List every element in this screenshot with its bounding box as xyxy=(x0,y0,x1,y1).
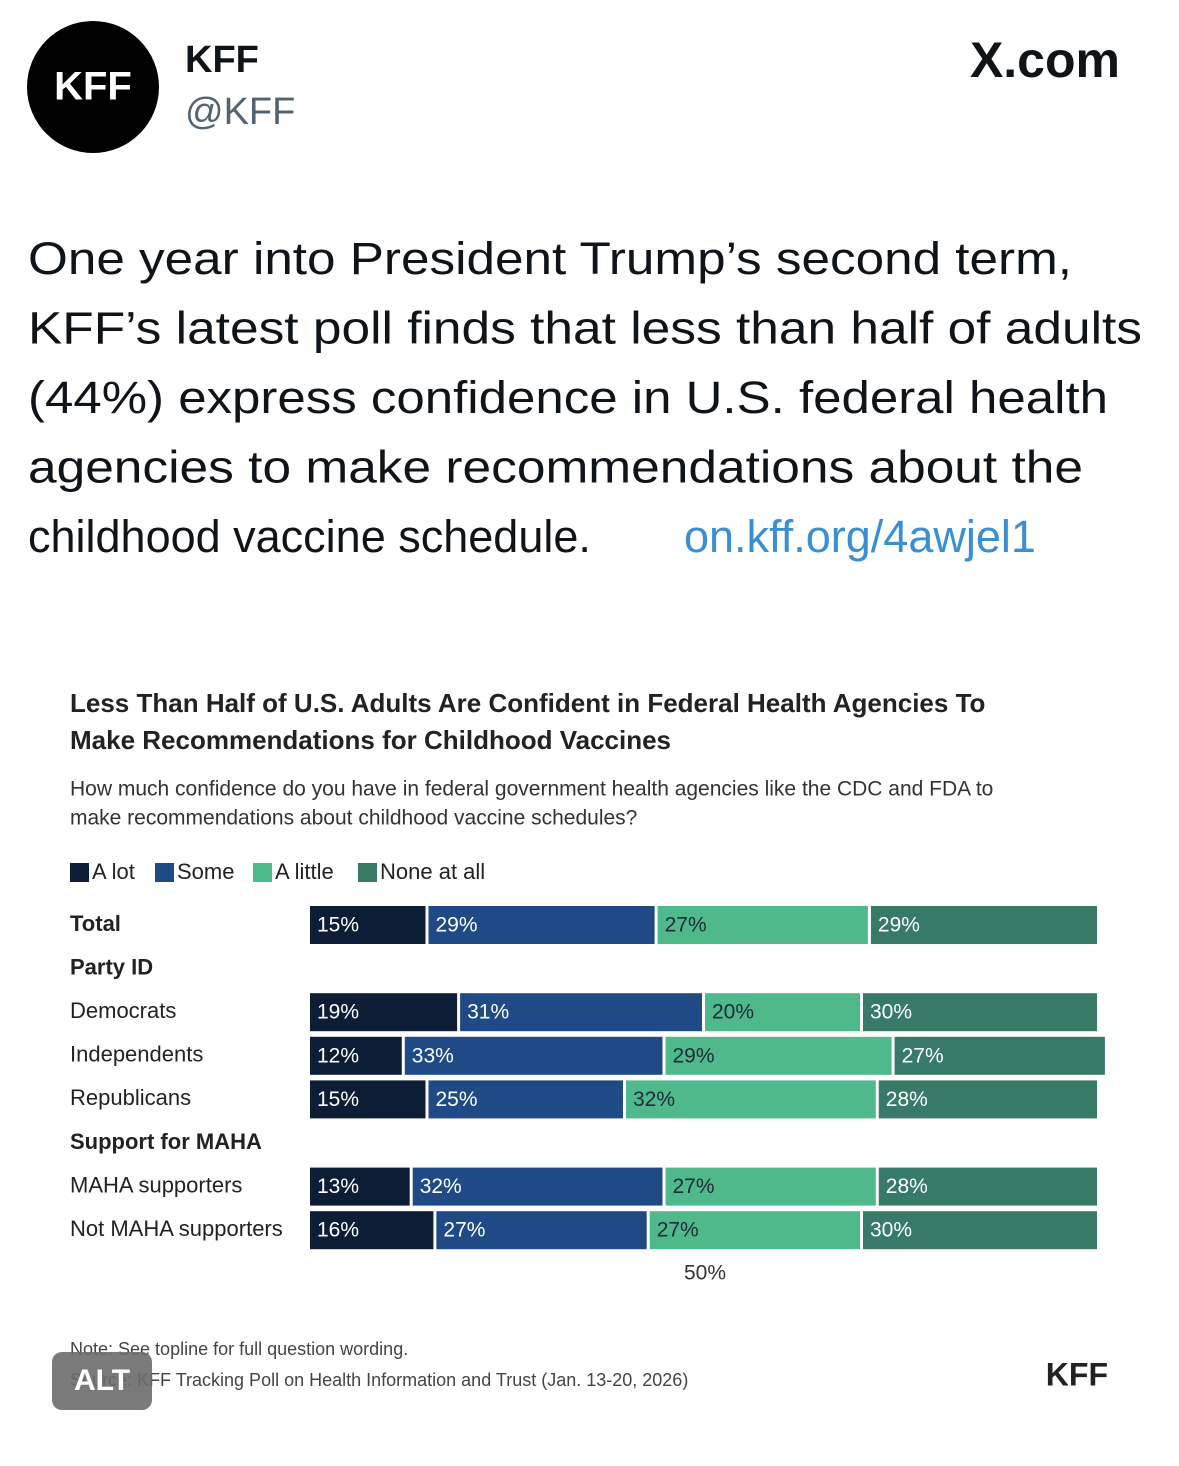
bar-value-label: 28% xyxy=(886,1175,928,1198)
bar-segment xyxy=(404,1036,663,1075)
bar-segment xyxy=(870,906,1097,944)
bar-value-label: 16% xyxy=(317,1219,359,1242)
chart-source: Source: KFF Tracking Poll on Health Info… xyxy=(70,1370,688,1390)
bar-segment xyxy=(705,993,860,1032)
bar-segment xyxy=(310,1036,402,1075)
bar-value-label: 32% xyxy=(420,1175,462,1198)
chart-title: Make Recommendations for Childhood Vacci… xyxy=(70,725,671,755)
bar-segment xyxy=(428,906,655,944)
chart-subtitle: make recommendations about childhood vac… xyxy=(70,807,637,830)
bar-value-label: 30% xyxy=(870,1219,912,1242)
bar-value-label: 27% xyxy=(443,1219,485,1242)
bar-segment xyxy=(665,1036,892,1075)
alt-badge-text: ALT xyxy=(74,1364,130,1397)
bar-value-label: 29% xyxy=(878,914,920,937)
x-tick-label: 50% xyxy=(684,1262,726,1285)
bar-segment xyxy=(665,1167,876,1206)
tweet-text: One year into President Trump’s second t… xyxy=(28,233,1142,562)
bar-value-label: 25% xyxy=(436,1088,478,1111)
bar-segment xyxy=(310,1080,426,1119)
legend-label: None at all xyxy=(380,859,485,884)
legend-swatch xyxy=(70,863,89,882)
tweet-line: agencies to make recommendations about t… xyxy=(28,441,1083,492)
avatar[interactable] xyxy=(27,21,159,153)
bar-segment xyxy=(310,906,426,944)
chart: Less Than Half of U.S. Adults Are Confid… xyxy=(70,688,1108,1392)
legend-label: A lot xyxy=(92,859,135,884)
bar-segment xyxy=(863,993,1097,1032)
legend-swatch xyxy=(253,863,272,882)
tweet-line: KFF’s latest poll finds that less than h… xyxy=(28,302,1142,353)
chart-note: Note: See topline for full question word… xyxy=(70,1339,408,1359)
bar-value-label: 27% xyxy=(657,1219,699,1242)
bar-segment xyxy=(310,1167,410,1206)
row-label: Democrats xyxy=(70,998,176,1023)
bar-value-label: 30% xyxy=(870,1001,912,1024)
bar-value-label: 32% xyxy=(633,1088,675,1111)
row-label: Not MAHA supporters xyxy=(70,1216,283,1241)
row-label: Republicans xyxy=(70,1085,191,1110)
bar-value-label: 19% xyxy=(317,1001,359,1024)
bar-value-label: 15% xyxy=(317,914,359,937)
bar-segment xyxy=(878,1080,1097,1119)
tweet-line: (44%) express confidence in U.S. federal… xyxy=(28,372,1108,423)
chart-subtitle: How much confidence do you have in feder… xyxy=(70,778,993,801)
bar-segment xyxy=(649,1211,860,1250)
chart-logo: KFF xyxy=(1046,1356,1108,1392)
bar-segment xyxy=(460,993,702,1032)
bar-segment xyxy=(626,1080,876,1119)
bar-segment xyxy=(657,906,868,944)
legend-label: Some xyxy=(177,859,234,884)
legend-swatch xyxy=(155,863,174,882)
bar-value-label: 27% xyxy=(902,1044,944,1067)
row-label: Support for MAHA xyxy=(70,1129,262,1154)
tweet-link[interactable]: on.kff.org/4awjel1 xyxy=(684,511,1036,562)
bar-segment xyxy=(310,993,458,1032)
bar-segment xyxy=(863,1211,1097,1250)
row-label: Independents xyxy=(70,1042,203,1067)
alt-badge[interactable] xyxy=(52,1352,152,1410)
bar-segment xyxy=(436,1211,647,1250)
bar-value-label: 28% xyxy=(886,1088,928,1111)
row-label: Party ID xyxy=(70,954,153,979)
bar-value-label: 15% xyxy=(317,1088,359,1111)
bar-segment xyxy=(310,1211,434,1250)
site-label: X.com xyxy=(970,32,1120,88)
bar-value-label: 27% xyxy=(673,1175,715,1198)
bar-value-label: 13% xyxy=(317,1175,359,1198)
author-name[interactable]: KFF xyxy=(185,39,259,81)
bar-segment xyxy=(428,1080,623,1119)
bar-value-label: 31% xyxy=(467,1001,509,1024)
avatar-text: KFF xyxy=(54,65,132,109)
bar-value-label: 29% xyxy=(673,1044,715,1067)
chart-title: Less Than Half of U.S. Adults Are Confid… xyxy=(70,688,985,718)
row-label: Total xyxy=(70,911,121,936)
bar-value-label: 33% xyxy=(412,1044,454,1067)
legend-swatch xyxy=(358,863,377,882)
tweet-line: One year into President Trump’s second t… xyxy=(28,233,1072,284)
row-label: MAHA supporters xyxy=(70,1172,242,1197)
bar-segment xyxy=(894,1036,1105,1075)
bar-segment xyxy=(412,1167,663,1206)
tweet-line: childhood vaccine schedule. xyxy=(28,511,591,562)
legend-label: A little xyxy=(275,859,334,884)
bar-value-label: 29% xyxy=(436,914,478,937)
bar-value-label: 20% xyxy=(712,1001,754,1024)
bar-segment xyxy=(878,1167,1097,1206)
bar-value-label: 12% xyxy=(317,1044,359,1067)
author-handle[interactable]: @KFF xyxy=(185,91,295,133)
bar-value-label: 27% xyxy=(665,914,707,937)
